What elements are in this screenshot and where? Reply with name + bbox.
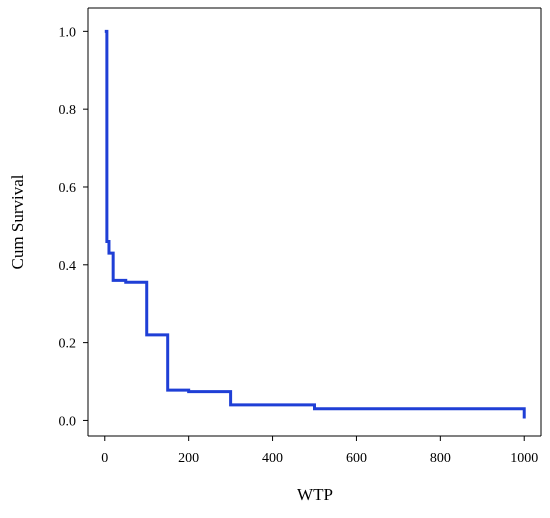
y-tick-label: 0.2 <box>59 337 77 352</box>
y-axis-ticks: 0.0 0.2 0.4 0.6 0.8 1.0 <box>59 25 88 429</box>
x-tick-label: 1000 <box>510 451 538 466</box>
y-axis-title: Cum Survival <box>8 174 27 269</box>
series-layer <box>104 29 526 419</box>
x-tick-label: 800 <box>430 451 451 466</box>
x-axis-title: WTP <box>297 485 333 504</box>
x-tick-label: 600 <box>346 451 367 466</box>
x-tick-label: 0 <box>101 451 108 466</box>
x-tick-label: 400 <box>262 451 283 466</box>
x-tick-label: 200 <box>178 451 199 466</box>
y-tick-label: 1.0 <box>59 25 77 40</box>
y-tick-label: 0.6 <box>59 181 77 196</box>
y-tick-label: 0.8 <box>59 103 77 118</box>
plot-frame <box>87 7 542 437</box>
survival-step-line <box>104 29 526 419</box>
y-tick-label: 0.4 <box>59 259 77 274</box>
y-tick-label: 0.0 <box>59 414 77 429</box>
x-axis-ticks: 0 200 400 600 800 1000 <box>101 436 538 466</box>
